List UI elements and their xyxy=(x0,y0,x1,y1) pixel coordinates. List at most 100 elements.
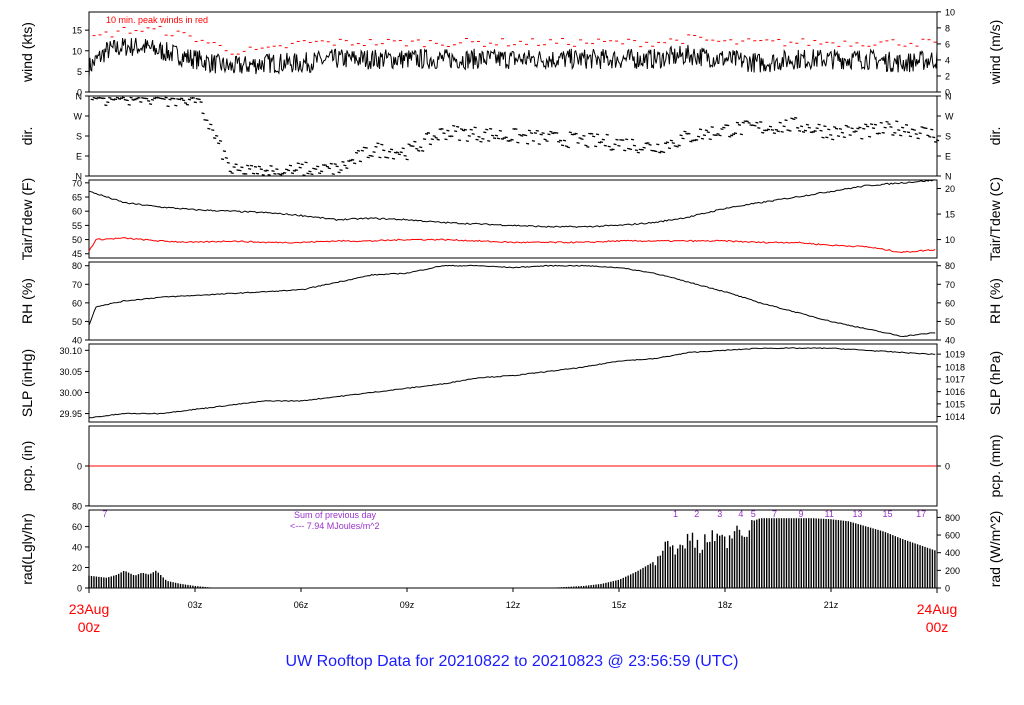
wind-dir-mark xyxy=(345,167,349,170)
dir-left-tick-label: W xyxy=(74,112,83,122)
wind-dir-mark xyxy=(298,166,302,169)
wind-dir-mark xyxy=(376,142,380,145)
wind-dir-mark xyxy=(378,156,382,159)
wind-dir-mark xyxy=(718,134,722,137)
rad-hour-marker: 13 xyxy=(852,509,862,519)
wind-dir-mark xyxy=(339,169,343,172)
wind-dir-mark xyxy=(331,173,335,176)
wind-dir-mark xyxy=(547,133,551,136)
temp-ylabel-right: Tair/Tdew (C) xyxy=(987,177,1003,261)
wind-dir-mark xyxy=(531,140,536,142)
wind-dir-mark xyxy=(343,164,347,167)
wind-dir-mark xyxy=(403,154,407,157)
dir-left-tick-label: N xyxy=(76,172,83,182)
wind-dir-mark xyxy=(710,126,714,128)
wind-dir-mark xyxy=(333,163,337,166)
wind-dir-mark xyxy=(681,137,685,140)
wind-dir-mark xyxy=(914,133,918,135)
wind-dir-mark xyxy=(908,135,913,138)
wind-dir-mark xyxy=(803,129,808,132)
wind-dir-mark xyxy=(805,123,810,126)
wind-dir-mark xyxy=(329,162,333,165)
wind-dir-mark xyxy=(899,134,903,137)
wind-dir-mark xyxy=(360,149,365,152)
wind-dir-mark xyxy=(94,97,98,100)
wind-dir-mark xyxy=(364,146,368,149)
wind-dir-mark xyxy=(524,134,528,137)
wind-dir-mark xyxy=(572,133,576,136)
wind-dir-mark xyxy=(415,147,419,150)
wind-dir-mark xyxy=(180,97,184,100)
wind-dir-mark xyxy=(246,164,250,167)
wind-dir-mark xyxy=(473,126,477,129)
wind-dir-mark xyxy=(323,164,328,167)
wind-dir-mark xyxy=(593,145,598,148)
wind-dir-mark xyxy=(117,97,122,100)
wind-dir-mark xyxy=(490,134,495,137)
wind-dir-mark xyxy=(162,98,166,101)
wind-dir-mark xyxy=(135,97,139,100)
wind-dir-mark xyxy=(504,136,508,139)
dewpoint-line xyxy=(88,237,936,254)
wind-dir-mark xyxy=(347,160,351,163)
rh-ylabel-right: RH (%) xyxy=(987,278,1003,324)
x-start-date: 23Aug xyxy=(69,601,109,617)
wind-dir-mark xyxy=(389,148,394,151)
wind-dir-mark xyxy=(768,125,773,128)
wind-dir-mark xyxy=(119,97,124,100)
wind-dir-mark xyxy=(125,99,129,102)
rad-frame xyxy=(88,509,938,589)
dir-right-tick-label: W xyxy=(945,112,954,122)
wind-dir-mark xyxy=(430,138,434,141)
wind-dir-mark xyxy=(757,127,761,129)
wind-dir-mark xyxy=(580,138,584,141)
wind-dir-mark xyxy=(222,150,227,153)
wind-dir-mark xyxy=(840,131,845,134)
slp-right-tick-label: 1016 xyxy=(945,387,965,397)
wind-dir-mark xyxy=(700,137,705,140)
rad-ylabel-right: rad (W/m^2) xyxy=(987,511,1003,588)
wind-dir-mark xyxy=(658,151,662,154)
wind-dir-mark xyxy=(290,172,295,175)
wind-dir-mark xyxy=(617,144,621,147)
wind-dir-mark xyxy=(269,164,273,167)
temp-right-tick-label: 10 xyxy=(945,235,955,245)
wind-dir-mark xyxy=(770,129,775,131)
slp-left-tick-label: 30.05 xyxy=(59,367,82,377)
wind-dir-mark xyxy=(642,146,646,149)
wind-dir-mark xyxy=(201,112,205,115)
panel-slp: SLP (inHg) SLP (hPa) 29.95 30.00 30.05 30.10 1… xyxy=(19,343,1003,423)
wind-dir-mark xyxy=(866,125,870,128)
wind-dir-mark xyxy=(792,118,796,121)
rh-right-tick-label: 60 xyxy=(945,298,955,308)
rad-right-tick-label: 800 xyxy=(945,513,960,523)
rad-hour-marker: 5 xyxy=(751,509,756,519)
wind-dir-mark xyxy=(881,131,885,134)
wind-dir-mark xyxy=(327,167,331,170)
wind-note: 10 min. peak winds in red xyxy=(106,15,208,25)
wind-dir-mark xyxy=(912,129,916,131)
rad-ylabel-left: rad(Lgly/hr) xyxy=(19,513,35,585)
wind-dir-mark xyxy=(150,98,155,101)
wind-dir-mark xyxy=(337,171,341,174)
slp-right-tick-label: 1018 xyxy=(945,362,965,372)
wind-dir-mark xyxy=(213,137,217,140)
wind-dir-mark xyxy=(755,121,759,124)
wind-dir-mark xyxy=(220,158,225,161)
wind-dir-mark xyxy=(708,138,712,141)
wind-dir-mark xyxy=(621,139,625,141)
wind-dir-mark xyxy=(568,131,572,134)
wind-dir-mark xyxy=(244,172,248,175)
wind-dir-mark xyxy=(341,160,345,163)
wind-dir-mark xyxy=(300,163,304,166)
wind-dir-mark xyxy=(259,168,263,171)
wind-dir-mark xyxy=(891,134,895,136)
rad-left-tick-label: 20 xyxy=(72,563,82,573)
slp-left-tick-label: 30.00 xyxy=(59,388,82,398)
dir-right-tick-label: S xyxy=(945,132,951,142)
wind-dir-mark xyxy=(885,120,889,123)
wind-dir-mark xyxy=(875,132,880,135)
wind-dir-mark xyxy=(286,169,291,172)
wind-dir-mark xyxy=(133,98,137,101)
wind-dir-mark xyxy=(230,172,234,175)
